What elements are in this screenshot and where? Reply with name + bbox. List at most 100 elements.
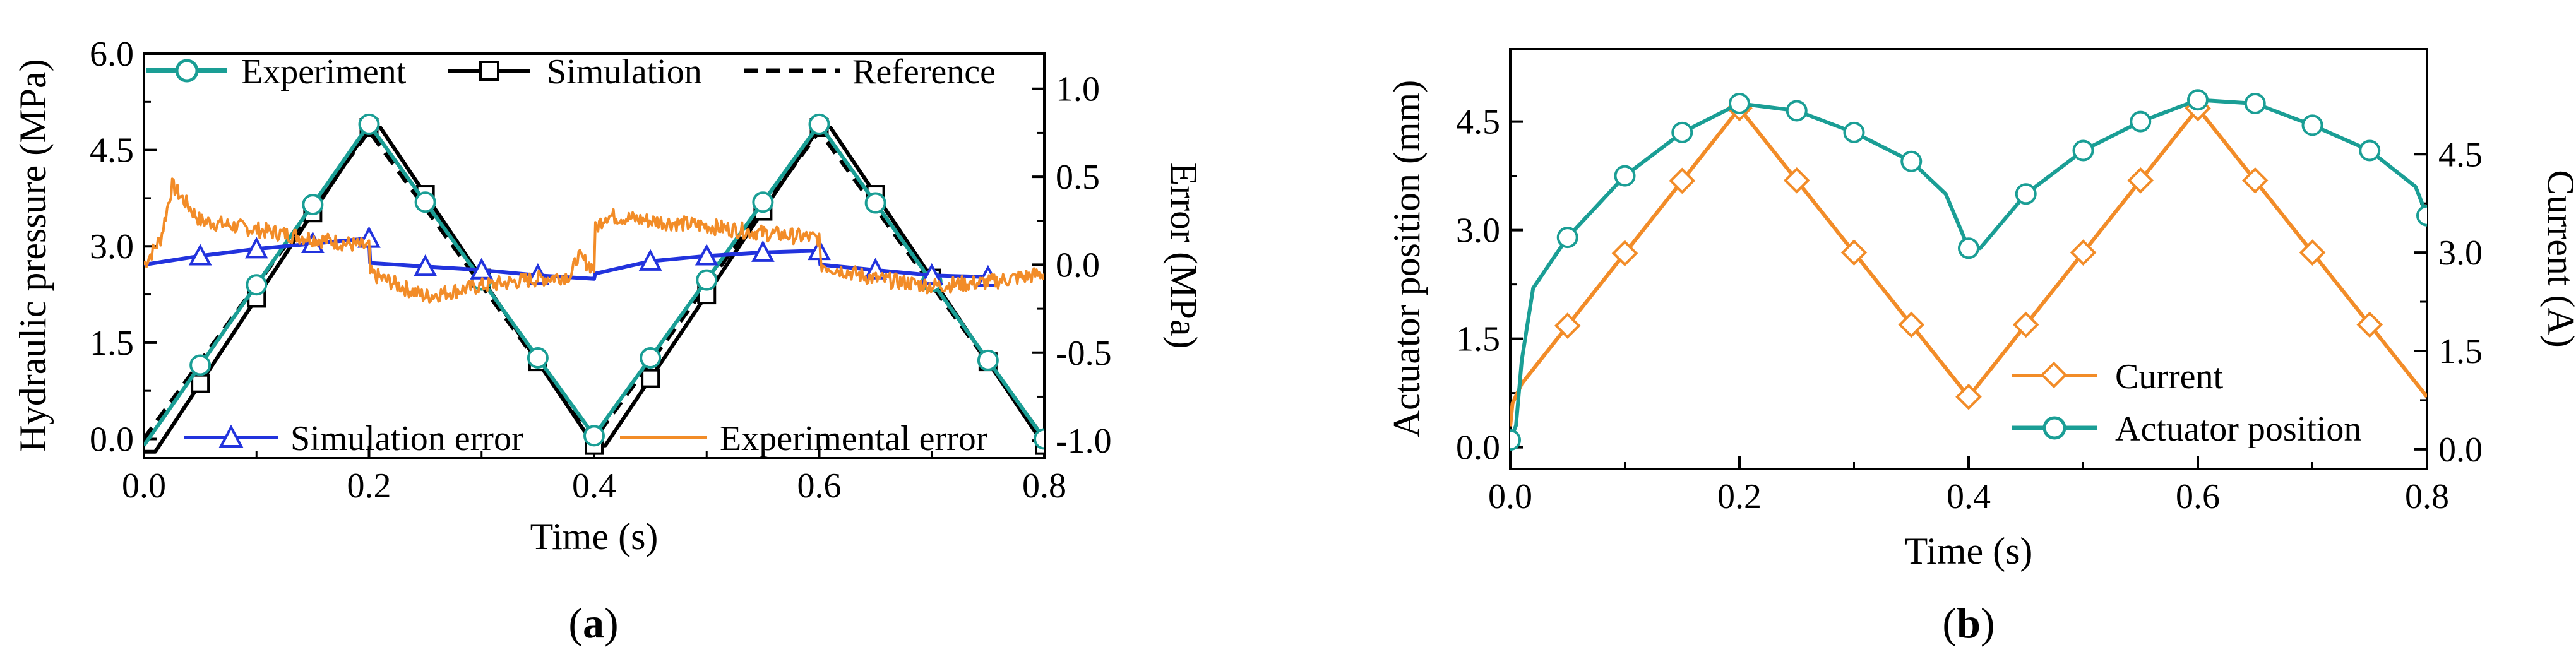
legend-simulation-label: Simulation	[547, 52, 702, 92]
y-tick-label: 1.5	[1456, 320, 1500, 359]
series-marker-experiment	[189, 354, 212, 376]
series-marker-current	[2127, 167, 2154, 194]
xlabel-a: Time (s)	[530, 516, 659, 557]
series-marker-actuator-position	[1671, 121, 1693, 143]
series-marker-current	[1611, 240, 1638, 267]
series-marker-experiment	[752, 191, 774, 213]
legend-position-label: Actuator position	[2115, 410, 2361, 449]
series-marker-simulation-error	[751, 240, 775, 262]
y-tick-label: 3.0	[90, 227, 134, 266]
x-tick-label: 0.8	[2405, 477, 2449, 516]
series-marker-actuator-position	[2244, 92, 2266, 114]
ticks-a: 0.0 0.2 0.4 0.6 0.8 0.0 1.5 3.0 4.5 6.0 -1.0 -0.5 0.…	[90, 35, 1112, 506]
y-tick-label: 1.5	[90, 324, 134, 363]
series-marker-current	[1783, 167, 1810, 194]
y2-tick-label: 0.5	[1056, 158, 1100, 197]
y-tick-label: 3.0	[1456, 211, 1500, 251]
series-marker-current	[1669, 167, 1696, 194]
series-marker-actuator-position	[1510, 429, 1521, 451]
series-marker-simulation-error	[188, 244, 212, 266]
series-marker-actuator-position	[1843, 121, 1865, 143]
x-tick-label: 0.6	[2176, 477, 2220, 516]
series-marker-actuator-position	[2416, 205, 2427, 227]
caption-b-letter: b	[1957, 599, 1981, 647]
series-line-actuator-position	[1510, 98, 2427, 441]
ticks-b: 0.0 0.2 0.4 0.6 0.8 0.0 1.5 3.0 4.5 0.0 1.5 3.0 4.5	[1456, 103, 2483, 516]
series-b	[1510, 89, 2427, 451]
series-marker-actuator-position	[1614, 165, 1636, 187]
legend-sim-error-marker	[218, 424, 244, 448]
series-marker-actuator-position	[1729, 92, 1750, 114]
x-tick-label: 0.2	[347, 466, 391, 506]
y2-tick-label: 1.0	[1056, 70, 1100, 109]
y-tick-label: 0.0	[90, 420, 134, 459]
series-line-current	[1510, 106, 2427, 427]
caption-a-letter: a	[583, 599, 604, 647]
series-marker-experiment	[808, 113, 830, 135]
xlabel-b: Time (s)	[1905, 530, 2033, 572]
legend-experiment-label: Experiment	[241, 52, 407, 92]
series-marker-actuator-position	[2072, 139, 2094, 162]
legend-simulation-marker	[479, 61, 499, 81]
series-marker-experiment	[358, 113, 380, 135]
series-marker-simulation-error	[244, 237, 268, 259]
legend-a-bottom: Simulation error Experimental error	[184, 419, 988, 458]
series-marker-current	[1554, 312, 1581, 339]
series-marker-experiment	[302, 194, 324, 216]
legend-a-top: Experiment Simulation Reference	[146, 52, 996, 92]
series-marker-simulation-error	[638, 249, 662, 271]
series-marker-simulation-error	[920, 263, 944, 285]
series-marker-actuator-position	[1958, 237, 1979, 259]
legend-position-marker	[2042, 416, 2066, 440]
series-marker-current	[1840, 239, 1868, 266]
series-marker-experiment	[246, 274, 268, 296]
chart-b: 0.0 0.2 0.4 0.6 0.80.01.53.04.50.01.53.04.5 …	[1386, 48, 2576, 647]
series-marker-actuator-position	[1556, 227, 1578, 249]
y2label-a: Error (MPa)	[1163, 163, 1205, 349]
series-marker-actuator-position	[2015, 183, 2037, 205]
ylabel-a: Hydraulic pressure (MPa)	[12, 59, 54, 452]
legend-b: Current Actuator position	[2012, 357, 2361, 449]
caption-a: (a)	[568, 599, 618, 647]
series-marker-actuator-position	[2359, 139, 2381, 162]
series-marker-current	[2299, 239, 2326, 266]
series-marker-experiment	[527, 347, 549, 369]
x-tick-label: 0.4	[572, 466, 616, 506]
x-tick-label: 0.0	[1488, 477, 1532, 516]
legend-exp-error-label: Experimental error	[720, 419, 988, 458]
series-marker-simulation-error	[695, 244, 719, 266]
series-a	[144, 113, 1044, 455]
series-marker-current	[2070, 239, 2097, 266]
series-marker-simulation	[191, 374, 210, 393]
chart-a: 0.0 0.2 0.4 0.6 0.8 0.0 1.5 3.0 4.5 6.0 -1.0 -0.5 0.…	[12, 35, 1205, 647]
y2-tick-label: 3.0	[2438, 234, 2483, 273]
x-tick-label: 0.2	[1717, 477, 1762, 516]
x-tick-label: 0.8	[1022, 466, 1066, 506]
series-marker-experiment	[864, 192, 886, 214]
legend-reference-label: Reference	[852, 52, 996, 92]
series-marker-experiment	[414, 191, 436, 213]
series-marker-actuator-position	[2130, 110, 2152, 133]
x-tick-label: 0.4	[1947, 477, 1991, 516]
series-marker-simulation	[641, 369, 660, 388]
y2-tick-label: 0.0	[1056, 246, 1100, 285]
series-marker-experiment	[977, 349, 999, 371]
series-marker-experiment	[640, 347, 662, 369]
series-marker-current	[1955, 383, 1982, 410]
legend-sim-error-label: Simulation error	[290, 419, 523, 458]
y-tick-label: 0.0	[1456, 429, 1500, 468]
series-marker-actuator-position	[1786, 100, 1808, 122]
series-marker-actuator-position	[2301, 114, 2323, 136]
y2-tick-label: 1.5	[2438, 332, 2483, 371]
y2-tick-label: 0.0	[2438, 430, 2483, 470]
legend-current-label: Current	[2115, 357, 2224, 396]
x-tick-label: 0.6	[797, 466, 842, 506]
y-tick-label: 4.5	[1456, 103, 1500, 142]
y2-tick-label: -0.5	[1056, 334, 1112, 373]
series-marker-current	[2356, 311, 2383, 338]
legend-current-marker	[2040, 361, 2068, 389]
y-tick-label: 4.5	[90, 131, 134, 170]
series-marker-actuator-position	[2187, 89, 2209, 111]
y2-tick-label: 4.5	[2438, 135, 2483, 174]
